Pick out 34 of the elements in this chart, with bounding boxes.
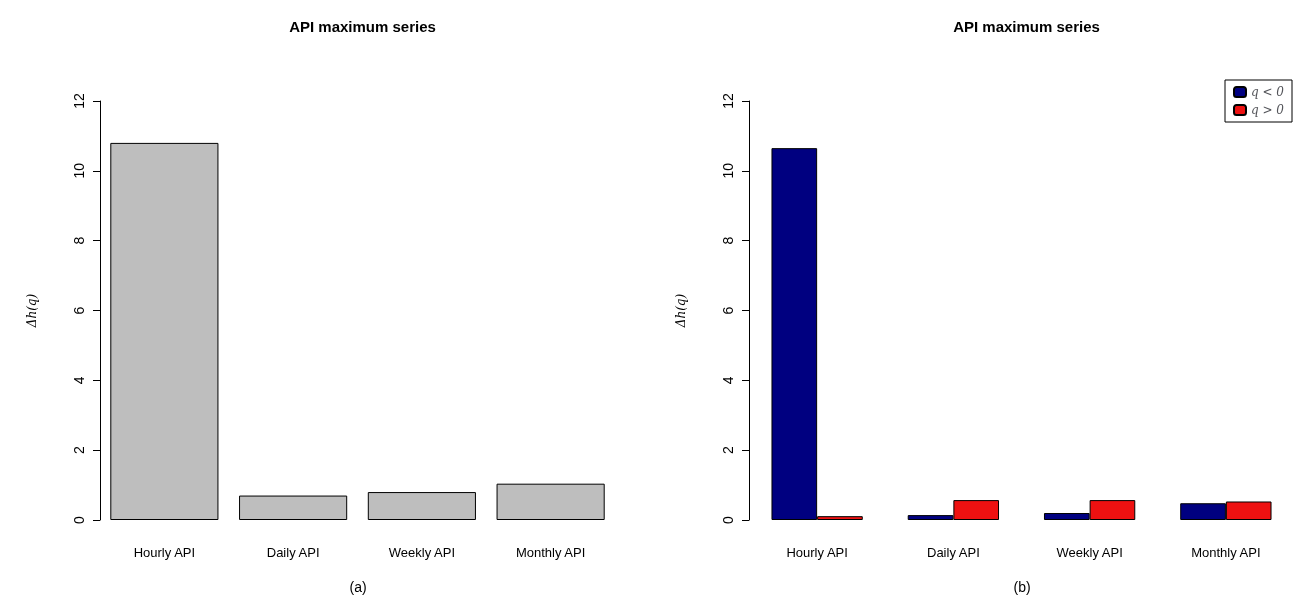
y-tick-label: 4 xyxy=(720,376,736,385)
y-tick-label: 10 xyxy=(71,162,87,179)
y-tick-label: 0 xyxy=(71,515,87,524)
y-axis-title: Δh(q) xyxy=(674,293,688,329)
bar xyxy=(367,492,476,520)
x-tick-label: Daily API xyxy=(266,545,320,560)
y-tick-label: 8 xyxy=(71,236,87,245)
y-tick-label: 8 xyxy=(720,236,736,245)
bar xyxy=(239,495,348,520)
y-axis-title: Δh(q) xyxy=(25,293,39,329)
x-tick-label: Weekly API xyxy=(388,545,455,560)
bar xyxy=(110,142,219,520)
x-tick-label: Hourly API xyxy=(786,545,848,560)
y-tick-label: 6 xyxy=(71,306,87,315)
x-tick-label: Monthly API xyxy=(515,545,586,560)
legend-label: q > 0 xyxy=(1251,103,1285,117)
y-tick-label: 10 xyxy=(720,162,736,179)
y-tick-label: 2 xyxy=(720,446,736,455)
text: (b) xyxy=(1013,579,1031,595)
bar xyxy=(496,483,605,520)
y-tick-label: 12 xyxy=(71,93,87,109)
x-tick-label: Monthly API xyxy=(1191,545,1261,560)
y-tick-label: 6 xyxy=(720,306,736,315)
x-tick-label: Weekly API xyxy=(1056,545,1123,560)
chart-title: API maximum series xyxy=(289,18,436,35)
text: (a) xyxy=(349,579,367,595)
y-tick-label: 12 xyxy=(720,93,736,109)
y-tick-label: 4 xyxy=(71,376,87,385)
x-tick-label: Hourly API xyxy=(133,545,196,560)
y-tick-label: 2 xyxy=(71,446,87,455)
chart-title: API maximum series xyxy=(953,18,1100,35)
legend-label: q < 0 xyxy=(1251,85,1285,99)
y-tick-label: 0 xyxy=(720,515,736,524)
x-tick-label: Daily API xyxy=(927,545,980,560)
